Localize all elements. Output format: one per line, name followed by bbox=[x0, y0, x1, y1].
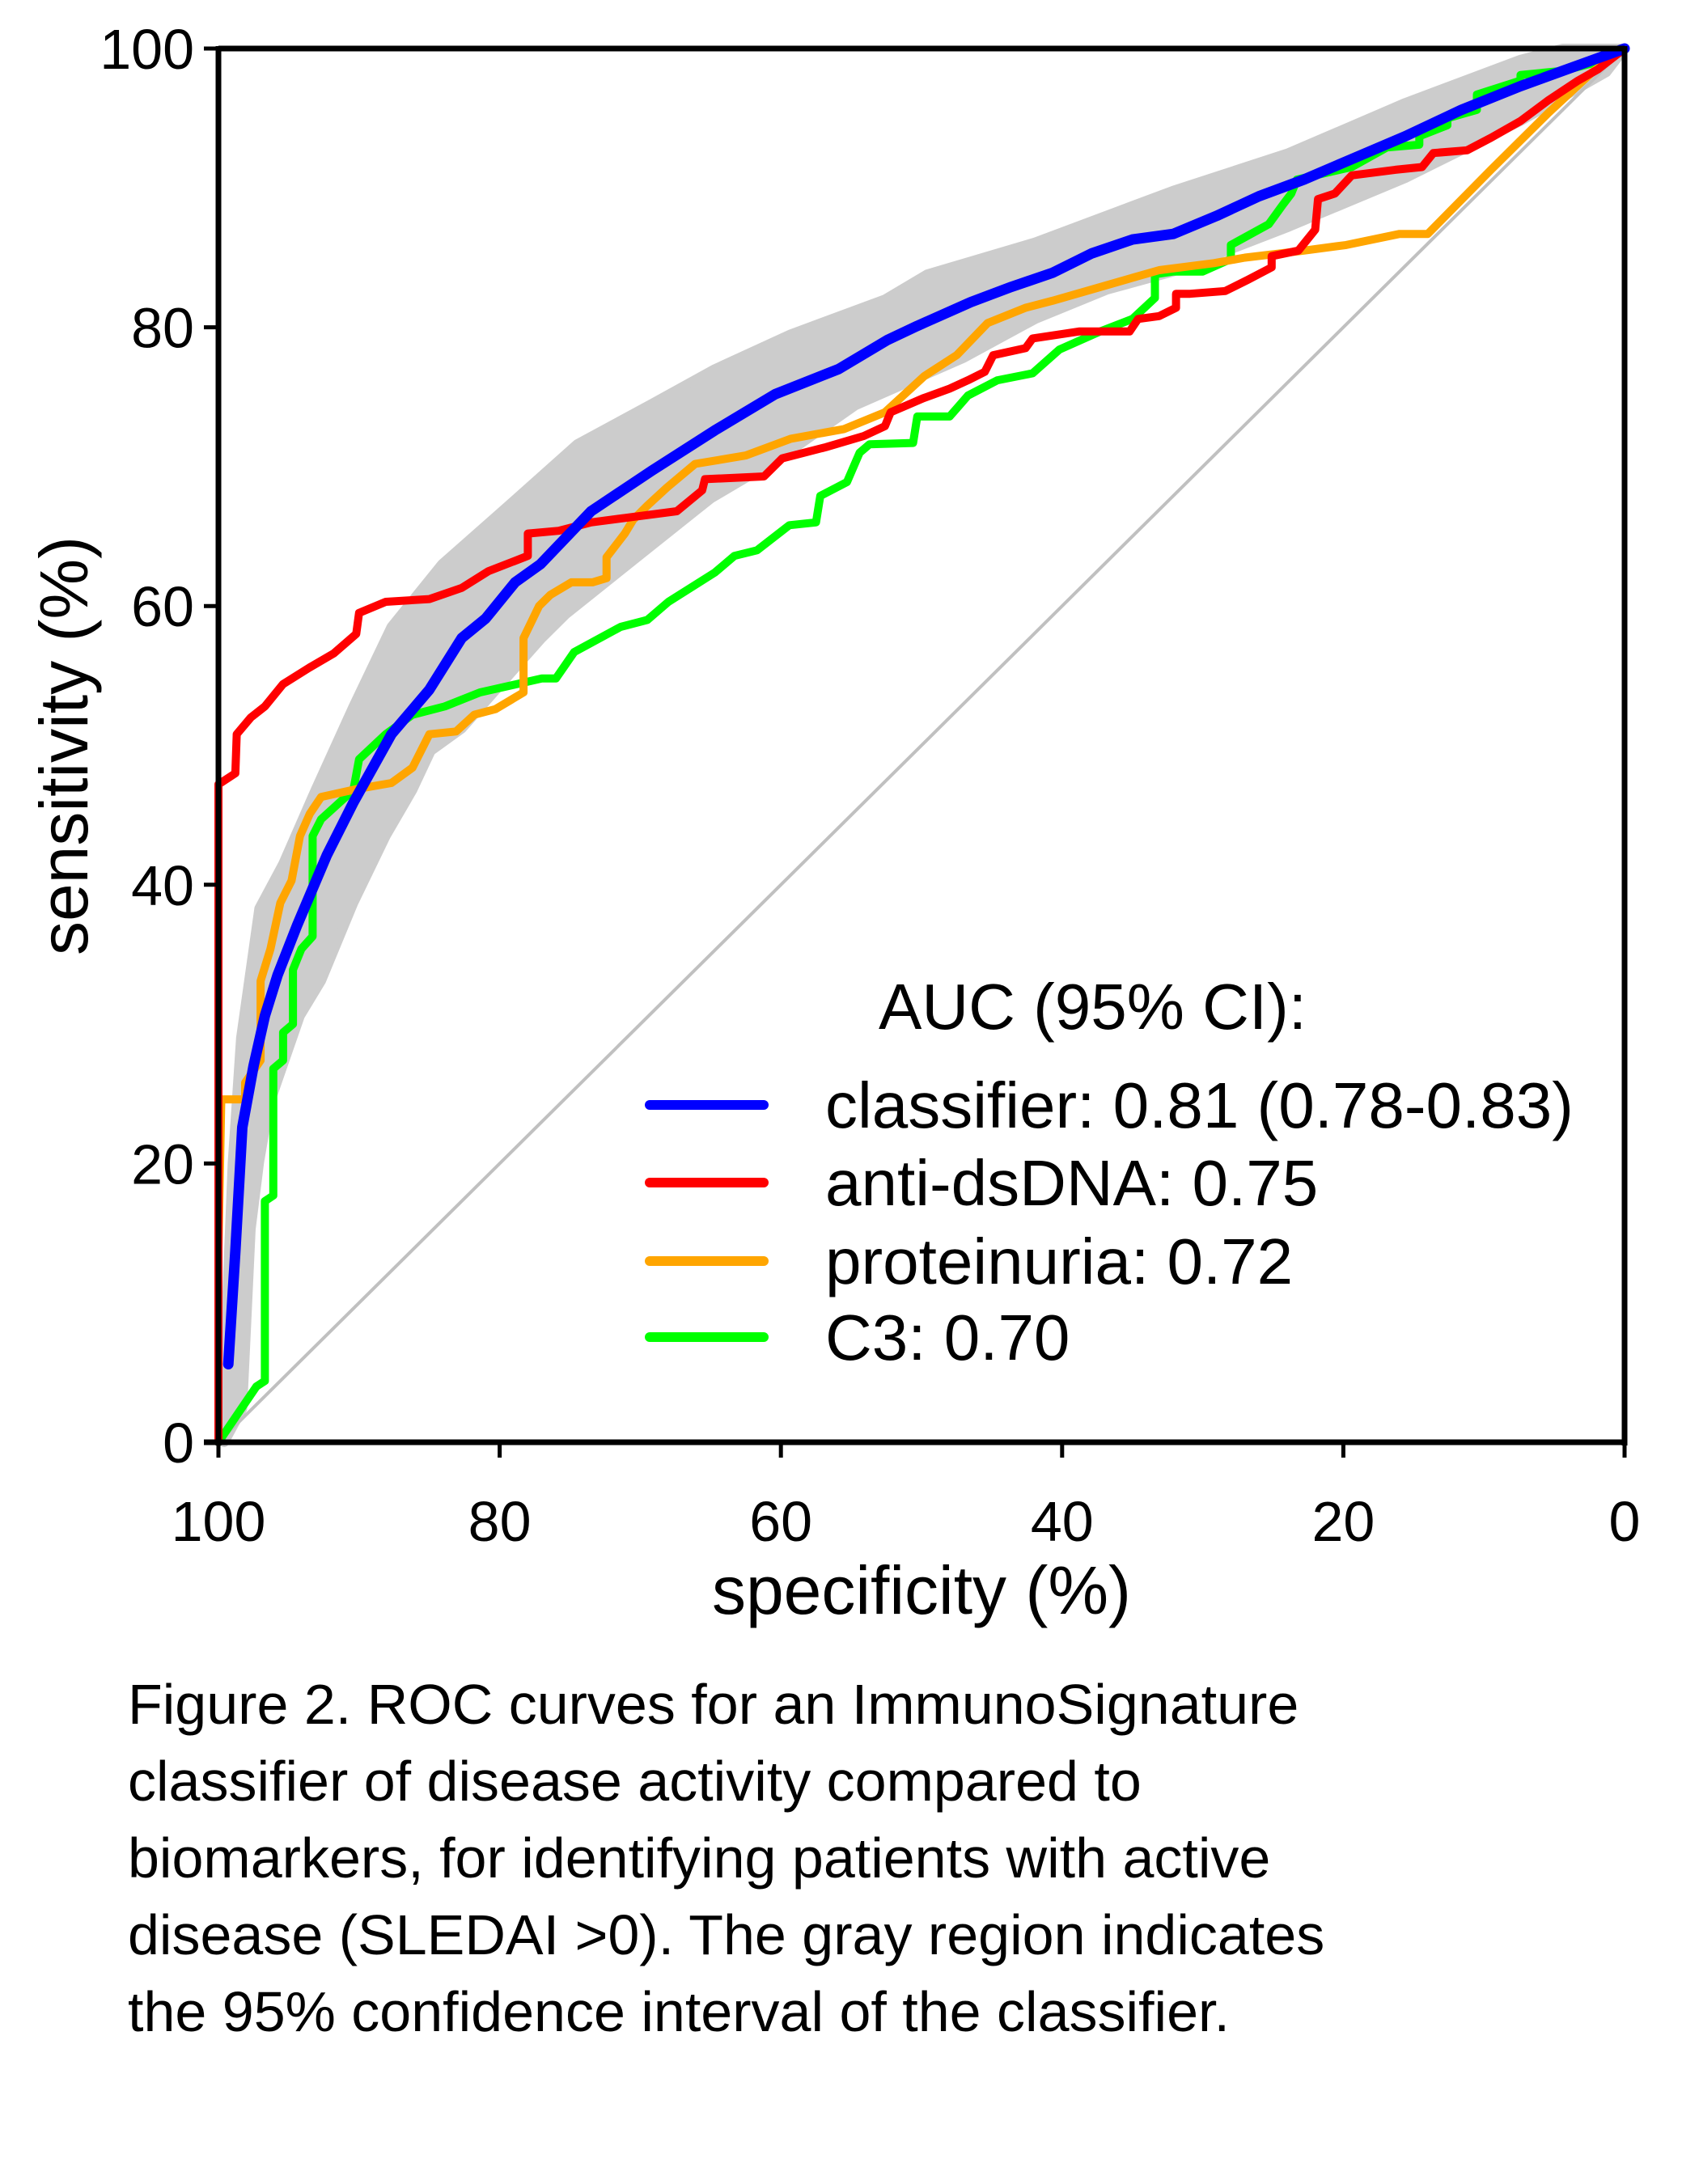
legend-item-classifier: classifier: 0.81 (0.78-0.83) bbox=[645, 1069, 1574, 1141]
x-tick-label: 80 bbox=[468, 1490, 532, 1553]
legend: AUC (95% CI): classifier: 0.81 (0.78-0.8… bbox=[645, 971, 1574, 1373]
legend-item-proteinuria: proteinuria: 0.72 bbox=[645, 1225, 1293, 1297]
x-axis-title: specificity (%) bbox=[712, 1552, 1131, 1628]
y-tick-label: 40 bbox=[131, 854, 194, 917]
x-tick-label: 100 bbox=[172, 1490, 266, 1553]
legend-label: C3: 0.70 bbox=[825, 1302, 1070, 1373]
caption-line: classifier of disease activity compared … bbox=[128, 1750, 1142, 1813]
figure-caption: Figure 2. ROC curves for an ImmunoSignat… bbox=[128, 1666, 1649, 2051]
x-tick-label: 0 bbox=[1609, 1490, 1641, 1553]
caption-line: the 95% confidence interval of the class… bbox=[128, 1980, 1230, 2043]
y-tick-label: 20 bbox=[131, 1132, 194, 1196]
legend-item-anti-dsdna: anti-dsDNA: 0.75 bbox=[645, 1147, 1318, 1219]
legend-label: anti-dsDNA: 0.75 bbox=[825, 1147, 1318, 1219]
series-line-classifier bbox=[222, 43, 1630, 1369]
caption-line: disease (SLEDAI >0). The gray region ind… bbox=[128, 1903, 1325, 1966]
series-line-proteinuria bbox=[214, 44, 1629, 1446]
y-tick-label: 100 bbox=[100, 18, 194, 81]
y-tick-label: 0 bbox=[163, 1412, 194, 1475]
series-line-anti-dsdna bbox=[214, 44, 1629, 1446]
legend-items: classifier: 0.81 (0.78-0.83)anti-dsDNA: … bbox=[645, 1069, 1574, 1373]
y-tick-label: 60 bbox=[131, 575, 194, 638]
caption-line: Figure 2. ROC curves for an ImmunoSignat… bbox=[128, 1673, 1299, 1736]
y-ticks: 0 20 40 60 80 100 bbox=[100, 18, 218, 1475]
caption-line: biomarkers, for identifying patients wit… bbox=[128, 1826, 1271, 1890]
x-tick-label: 40 bbox=[1031, 1490, 1094, 1553]
x-tick-label: 20 bbox=[1311, 1490, 1375, 1553]
y-axis-title: sensitivity (%) bbox=[26, 536, 102, 955]
x-ticks: 100 80 60 40 20 0 bbox=[172, 1442, 1641, 1553]
x-tick-label: 60 bbox=[749, 1490, 812, 1553]
legend-title: AUC (95% CI): bbox=[879, 971, 1307, 1043]
reference-diagonal-line bbox=[217, 47, 1626, 1444]
legend-label: classifier: 0.81 (0.78-0.83) bbox=[825, 1069, 1574, 1141]
y-tick-label: 80 bbox=[131, 297, 194, 360]
series-layer bbox=[214, 43, 1630, 1446]
reference-line-layer bbox=[217, 47, 1626, 1444]
legend-label: proteinuria: 0.72 bbox=[825, 1225, 1293, 1297]
legend-item-c3: C3: 0.70 bbox=[645, 1302, 1070, 1373]
